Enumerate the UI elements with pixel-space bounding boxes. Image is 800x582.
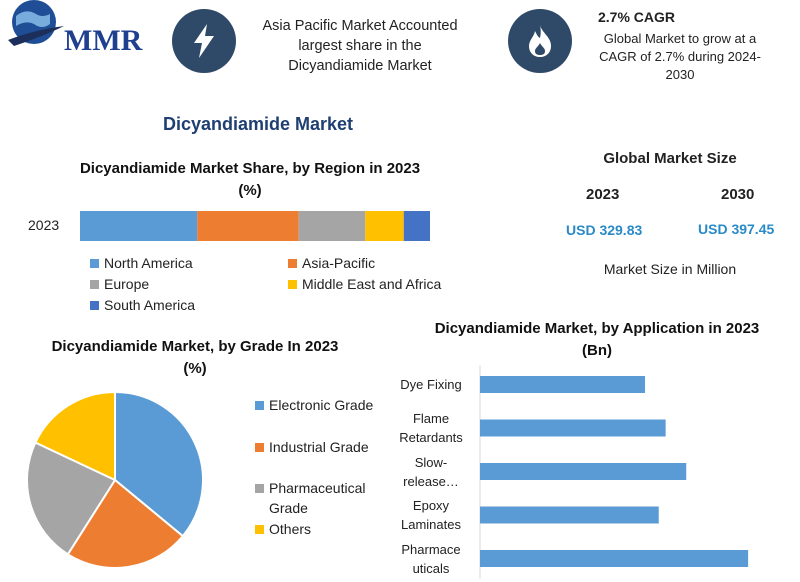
legend-label: Asia-Pacific	[302, 255, 376, 271]
legend-label: North America	[104, 255, 193, 271]
region-chart-title: Dicyandiamide Market Share, by Region in…	[79, 160, 421, 199]
grade-legend-item-others: Others	[255, 519, 395, 539]
legend-label-line: Others	[269, 521, 312, 537]
legend-swatch	[255, 525, 264, 534]
highlight-apac-text: Asia Pacific Market Accounted largest sh…	[240, 16, 480, 76]
legend-swatch	[288, 258, 297, 268]
application-label-line: Laminates	[401, 517, 461, 532]
application-bar-epoxy-laminates	[480, 506, 659, 524]
market-size-unit: Market Size in Million	[603, 261, 737, 277]
legend-label: South America	[104, 297, 196, 313]
cagr-line-3: 2030	[665, 67, 695, 82]
market-value-2023: USD 329.83	[566, 222, 643, 238]
region-bar-segment-north-america	[80, 211, 198, 241]
global-market-size-title: Global Market Size	[603, 150, 737, 167]
highlight-apac-line-1: Asia Pacific Market Accounted	[262, 18, 458, 34]
legend-swatch	[255, 443, 264, 452]
legend-swatch	[255, 401, 264, 410]
region-bar-segment-asia-pacific	[197, 211, 299, 241]
cagr-line-2: CAGR of 2.7% during 2024-	[599, 49, 761, 64]
mmr-logo: MMR	[8, 0, 143, 57]
market-value-2030: USD 397.45	[698, 221, 775, 237]
application-label-pharmaceuticals: Pharmace uticals	[386, 540, 476, 578]
cagr-text: Global Market to grow at a CAGR of 2.7% …	[580, 30, 780, 84]
logo-text: MMR	[64, 24, 143, 57]
grade-chart-title: Dicyandiamide Market, by Grade In 2023 (…	[51, 338, 339, 377]
application-label-line: Pharmace	[401, 541, 461, 557]
region-legend-item-south-america: South America	[90, 297, 195, 313]
application-bar-pharmaceuticals	[480, 550, 749, 567]
legend-label: Industrial Grade	[269, 437, 369, 457]
application-label-flame-retardants: Flame Retardants	[386, 409, 476, 447]
legend-label-line: Grade	[269, 500, 308, 516]
grade-legend-item-electronic-grade: Electronic Grade	[255, 395, 395, 415]
legend-swatch	[90, 279, 99, 289]
application-label-line: Slow-	[414, 454, 448, 470]
flame-icon	[508, 9, 572, 73]
market-year-2030: 2030	[721, 186, 755, 203]
region-legend-item-north-america: North America	[90, 255, 193, 271]
legend-swatch	[90, 258, 99, 268]
legend-label: Middle East and Africa	[302, 276, 442, 292]
application-bar-chart	[479, 365, 749, 579]
main-title: Dicyandiamide Market	[162, 114, 354, 134]
legend-label: Others	[269, 519, 311, 539]
application-label-epoxy-laminates: Epoxy Laminates	[386, 496, 476, 534]
legend-label-line: Electronic Grade	[269, 397, 374, 413]
market-year-2023: 2023	[586, 186, 620, 203]
region-category-label: 2023	[28, 217, 60, 233]
legend-label-line: Industrial Grade	[269, 439, 369, 455]
application-label-line: Flame	[412, 411, 450, 426]
application-label-line: Retardants	[399, 430, 463, 445]
highlight-apac-line-3: Dicyandiamide Market	[288, 58, 432, 74]
legend-label: Europe	[104, 276, 150, 292]
region-legend-item-asia-pacific: Asia-Pacific	[288, 255, 375, 271]
legend-label: Electronic Grade	[269, 395, 373, 415]
application-label-line: uticals	[412, 560, 450, 576]
application-bar-dye-fixing	[480, 376, 645, 393]
legend-label-line: Pharmaceutical	[269, 480, 366, 496]
pie-slice-electronic-grade	[114, 390, 204, 538]
highlight-apac-line-2: largest share in the	[298, 38, 422, 54]
application-label-slow-release: Slow-release…	[386, 453, 476, 491]
application-bar-flame-retardants	[480, 419, 666, 437]
application-bar-slow-release	[480, 463, 687, 480]
grade-legend-item-industrial-grade: Industrial Grade	[255, 437, 395, 457]
application-label-line: release…	[403, 473, 459, 489]
region-bar-segment-middle-east-and-africa	[365, 211, 404, 241]
region-bar-segment-south-america	[403, 211, 430, 241]
grade-pie-chart	[26, 390, 204, 569]
application-label-dye-fixing: Dye Fixing	[386, 375, 476, 394]
legend-swatch	[288, 279, 297, 289]
legend-swatch	[90, 300, 99, 310]
legend-swatch	[255, 484, 264, 493]
lightning-icon	[172, 9, 236, 73]
region-legend-item-europe: Europe	[90, 276, 149, 292]
legend-label: Pharmaceutical Grade	[269, 478, 366, 518]
region-bar-segment-europe	[298, 211, 366, 241]
region-legend-item-middle-east-and-africa: Middle East and Africa	[288, 276, 441, 292]
application-label-line: Epoxy	[412, 498, 450, 513]
grade-legend-item-pharmaceutical-grade: Pharmaceutical Grade	[255, 478, 395, 518]
pie-slice-industrial-grade	[66, 478, 185, 569]
pie-slice-others	[34, 390, 116, 482]
cagr-line-1: Global Market to grow at a	[603, 31, 757, 46]
application-chart-title: Dicyandiamide Market, by Application in …	[434, 320, 760, 359]
application-label-line: Dye Fixing	[400, 377, 462, 392]
cagr-title: 2.7% CAGR	[598, 9, 676, 25]
region-stacked-bar	[80, 211, 430, 241]
